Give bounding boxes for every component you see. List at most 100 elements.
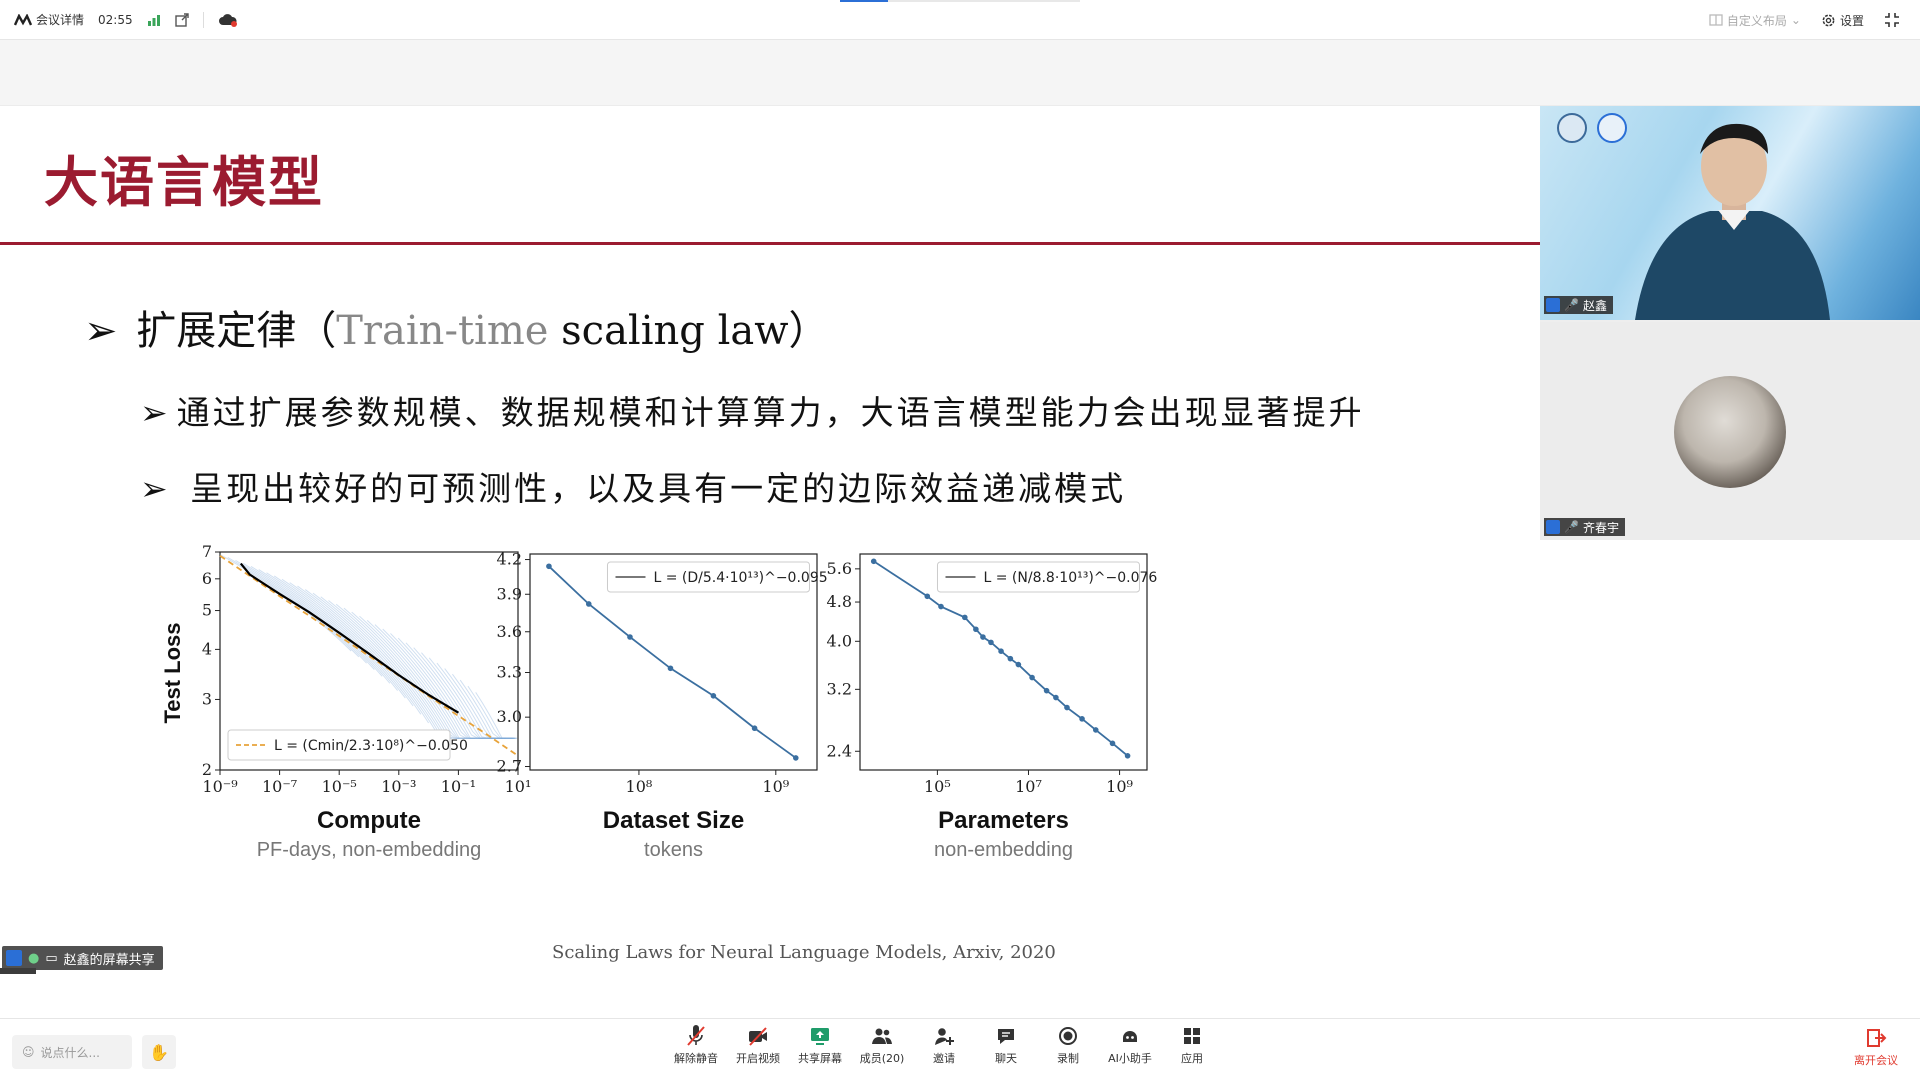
x-tick-label: 10¹	[505, 777, 532, 796]
data-point	[973, 626, 979, 633]
toolbar-label: 共享屏幕	[798, 1052, 842, 1065]
toolbar-record-button[interactable]: 录制	[1042, 1025, 1094, 1066]
x-axis-label: Parameters	[938, 807, 1069, 834]
y-tick-label: 3.6	[497, 622, 522, 641]
training-curve	[312, 592, 445, 739]
x-axis-sublabel: PF-days, non-embedding	[257, 839, 482, 861]
training-curve	[297, 585, 430, 724]
data-point	[988, 639, 994, 646]
training-curve	[421, 652, 514, 739]
exit-fullscreen-icon[interactable]	[1884, 12, 1900, 28]
legend-label: L = (N/8.8·10¹³)^−0.076	[983, 570, 1157, 586]
y-tick-label: 3.0	[497, 707, 522, 726]
y-tick-label: 2.7	[497, 757, 522, 776]
data-point	[998, 648, 1004, 655]
participant-video-2[interactable]: 🎤 齐春宇	[1540, 322, 1920, 540]
raise-hand-button[interactable]: ✋	[142, 1035, 176, 1069]
bullet-scaling-law: ➢ 扩展定律（Train-time scaling law）	[84, 298, 828, 356]
toolbar-ai-assistant-button[interactable]: AI小助手	[1104, 1025, 1156, 1066]
data-point	[1124, 753, 1131, 759]
share-screen-icon	[811, 1028, 829, 1045]
data-point	[938, 603, 944, 610]
cloud-record-icon[interactable]	[218, 13, 238, 27]
participant-name-tag: 🎤 赵鑫	[1544, 296, 1613, 314]
y-tick-label: 2.4	[827, 741, 852, 760]
y-tick-label: 3.3	[497, 663, 522, 682]
training-curve	[227, 556, 360, 658]
data-point	[1007, 655, 1014, 662]
legend-box	[606, 561, 810, 593]
meeting-timer: 02:55	[98, 12, 133, 27]
training-curve	[235, 559, 367, 664]
data-point	[1109, 740, 1116, 747]
avatar	[1674, 376, 1786, 488]
bullet-arrow-icon: ➢	[84, 308, 131, 354]
hand-icon: ✋	[149, 1042, 169, 1062]
user-icon	[6, 950, 22, 966]
toolbar-invite-button[interactable]: 邀请	[918, 1025, 970, 1066]
bullet1-prefix: 扩展定律（	[136, 308, 337, 354]
user-icon	[1546, 520, 1560, 534]
toolbar-label: 聊天	[995, 1052, 1017, 1065]
participant-video-1[interactable]: 🎤 赵鑫	[1540, 106, 1920, 320]
training-curve	[289, 582, 422, 715]
chat-placeholder: 说点什么...	[40, 1045, 100, 1060]
y-tick-label: 3	[202, 689, 212, 708]
share-float-handle[interactable]	[0, 968, 36, 974]
settings-button[interactable]: 设置	[1821, 12, 1864, 29]
participant-name: 齐春宇	[1582, 520, 1619, 535]
data-point	[792, 755, 799, 761]
invite-icon	[935, 1028, 954, 1045]
training-curve	[459, 679, 513, 739]
participant-name: 赵鑫	[1582, 298, 1607, 313]
x-tick-label: 10⁻⁷	[262, 777, 297, 796]
mic-icon: ●	[28, 950, 40, 966]
training-curve	[320, 596, 452, 739]
series-line	[873, 560, 1129, 757]
toolbar-share-screen-button[interactable]: 共享屏幕	[794, 1025, 846, 1066]
data-point	[546, 563, 552, 570]
pop-out-icon[interactable]	[174, 12, 189, 27]
record-icon	[1059, 1027, 1077, 1045]
training-curve	[467, 685, 514, 739]
data-point	[980, 634, 986, 640]
data-point	[870, 558, 877, 565]
y-tick-label: 2	[202, 760, 212, 779]
y-tick-label: 5.6	[827, 559, 852, 578]
share-progress-indicator	[840, 0, 1080, 2]
data-point	[751, 725, 758, 732]
toolbar-members-button[interactable]: 成员(20)	[856, 1025, 908, 1066]
legend-box	[936, 561, 1140, 593]
y-tick-label: 4.2	[497, 550, 522, 569]
meeting-details-button[interactable]: 会议详情	[14, 11, 84, 28]
training-curve	[266, 572, 398, 691]
training-curve	[281, 578, 414, 707]
toolbar-mic-muted-button[interactable]: 解除静音	[670, 1025, 722, 1066]
custom-layout-button[interactable]: 自定义布局 ⌄	[1709, 12, 1801, 29]
legend-label: L = (D/5.4·10¹³)^−0.095	[653, 570, 827, 586]
sub-bullet-1: ➢ 通过扩展参数规模、数据规模和计算算力，大语言模型能力会出现显著提升	[140, 386, 1365, 434]
y-tick-label: 6	[202, 569, 212, 588]
quick-chat-input[interactable]: ☺ 说点什么...	[12, 1035, 132, 1069]
leave-meeting-button[interactable]: 离开会议	[1854, 1027, 1898, 1068]
toolbar-apps-button[interactable]: 应用	[1166, 1025, 1218, 1066]
training-curve	[343, 607, 476, 739]
toolbar-label: 邀请	[933, 1052, 955, 1065]
smile-icon: ☺	[22, 1045, 35, 1059]
data-point	[1029, 674, 1035, 681]
toolbar-label: 成员(20)	[859, 1052, 905, 1065]
x-tick-label: 10⁵	[924, 777, 951, 796]
settings-label: 设置	[1839, 13, 1864, 28]
data-point	[1079, 716, 1085, 722]
toolbar-chat-button[interactable]: 聊天	[980, 1025, 1032, 1066]
toolbar-camera-off-button[interactable]: 开启视频	[732, 1025, 784, 1066]
bullet1-suffix: scaling law）	[548, 308, 829, 354]
bullet1-gray-text: Train-time	[336, 308, 549, 354]
screen-share-badge[interactable]: ● ▭ 赵鑫的屏幕共享	[2, 946, 163, 970]
bullet-arrow-icon: ➢	[140, 469, 185, 508]
training-curve	[258, 569, 391, 684]
y-tick-label: 4.8	[827, 592, 852, 611]
y-tick-label: 5	[202, 601, 212, 620]
y-tick-label: 3.2	[827, 679, 852, 698]
meeting-controls: 解除静音 开启视频 共享屏幕 成员(20) 邀请 聊天 录制 AI小助手 应用	[670, 1025, 1218, 1066]
